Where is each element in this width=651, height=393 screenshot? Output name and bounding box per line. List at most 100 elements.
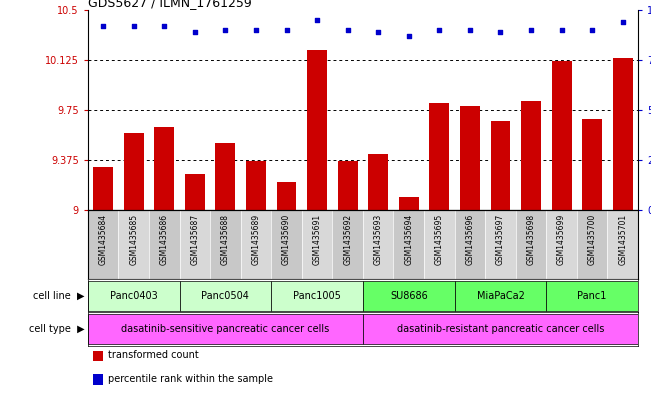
Bar	[215, 143, 236, 210]
Bar	[485, 210, 516, 279]
Point	[404, 33, 414, 39]
Bar	[577, 10, 607, 210]
Bar	[460, 106, 480, 210]
Bar	[88, 281, 180, 311]
Text: Panc1005: Panc1005	[293, 291, 341, 301]
Point	[189, 29, 200, 35]
Bar	[302, 210, 333, 279]
Text: Panc0403: Panc0403	[110, 291, 158, 301]
Bar	[424, 210, 454, 279]
Bar	[338, 161, 357, 210]
Text: GSM1435685: GSM1435685	[130, 214, 138, 265]
Point	[526, 27, 536, 33]
Point	[373, 29, 383, 35]
Bar	[210, 10, 241, 210]
Text: GDS5627 / ILMN_1761259: GDS5627 / ILMN_1761259	[88, 0, 252, 9]
Text: GSM1435694: GSM1435694	[404, 214, 413, 265]
Text: GSM1435692: GSM1435692	[343, 214, 352, 265]
Bar	[363, 210, 393, 279]
Text: Panc1: Panc1	[577, 291, 607, 301]
Text: GSM1435697: GSM1435697	[496, 214, 505, 265]
Bar	[546, 210, 577, 279]
Bar	[577, 210, 607, 279]
Bar	[333, 10, 363, 210]
Bar	[93, 374, 104, 384]
Bar	[88, 210, 118, 279]
Bar	[485, 10, 516, 210]
Bar	[424, 10, 454, 210]
Bar	[271, 210, 302, 279]
Bar	[88, 314, 363, 344]
Bar	[454, 10, 485, 210]
Bar	[149, 210, 180, 279]
Bar	[607, 10, 638, 210]
Point	[557, 27, 567, 33]
Text: GSM1435689: GSM1435689	[251, 214, 260, 265]
Bar	[551, 61, 572, 210]
Text: cell line  ▶: cell line ▶	[33, 291, 85, 301]
Text: GSM1435695: GSM1435695	[435, 214, 444, 265]
Bar	[271, 281, 363, 311]
Text: GSM1435698: GSM1435698	[527, 214, 536, 265]
Bar	[185, 174, 205, 210]
Bar	[582, 119, 602, 210]
Text: GSM1435687: GSM1435687	[190, 214, 199, 265]
Bar	[180, 281, 271, 311]
Text: GSM1435699: GSM1435699	[557, 214, 566, 265]
Bar	[271, 10, 302, 210]
Bar	[118, 210, 149, 279]
Point	[220, 27, 230, 33]
Text: MiaPaCa2: MiaPaCa2	[477, 291, 525, 301]
Bar	[302, 10, 333, 210]
Text: dasatinib-resistant pancreatic cancer cells: dasatinib-resistant pancreatic cancer ce…	[396, 324, 604, 334]
Text: GSM1435690: GSM1435690	[282, 214, 291, 265]
Text: GSM1435691: GSM1435691	[312, 214, 322, 265]
Bar	[363, 281, 454, 311]
Bar	[154, 127, 174, 210]
Bar	[180, 210, 210, 279]
Point	[128, 23, 139, 29]
Bar	[149, 10, 180, 210]
Text: GSM1435700: GSM1435700	[588, 214, 596, 265]
Text: cell type  ▶: cell type ▶	[29, 324, 85, 334]
Bar	[613, 58, 633, 210]
Bar	[241, 210, 271, 279]
Bar	[546, 10, 577, 210]
Text: Panc0504: Panc0504	[201, 291, 249, 301]
Text: dasatinib-sensitive pancreatic cancer cells: dasatinib-sensitive pancreatic cancer ce…	[121, 324, 329, 334]
Bar	[521, 101, 541, 210]
Bar	[393, 210, 424, 279]
Bar	[93, 351, 104, 361]
Bar	[393, 10, 424, 210]
Bar	[241, 10, 271, 210]
Bar	[454, 281, 546, 311]
Bar	[430, 103, 449, 210]
Bar	[210, 210, 241, 279]
Point	[434, 27, 445, 33]
Bar	[546, 281, 638, 311]
Bar	[118, 10, 149, 210]
Bar	[363, 314, 638, 344]
Bar	[516, 10, 546, 210]
Bar	[607, 210, 638, 279]
Text: GSM1435686: GSM1435686	[159, 214, 169, 265]
Text: GSM1435688: GSM1435688	[221, 214, 230, 265]
Bar	[490, 121, 510, 210]
Text: GSM1435696: GSM1435696	[465, 214, 475, 265]
Bar	[516, 210, 546, 279]
Point	[587, 27, 598, 33]
Point	[495, 29, 506, 35]
Point	[618, 19, 628, 25]
Point	[281, 27, 292, 33]
Bar	[454, 210, 485, 279]
Bar	[124, 133, 144, 210]
Point	[312, 17, 322, 23]
Bar	[368, 154, 388, 210]
Point	[251, 27, 261, 33]
Bar	[277, 182, 296, 210]
Bar	[180, 10, 210, 210]
Bar	[399, 197, 419, 210]
Bar	[88, 10, 118, 210]
Bar	[93, 167, 113, 210]
Point	[159, 23, 169, 29]
